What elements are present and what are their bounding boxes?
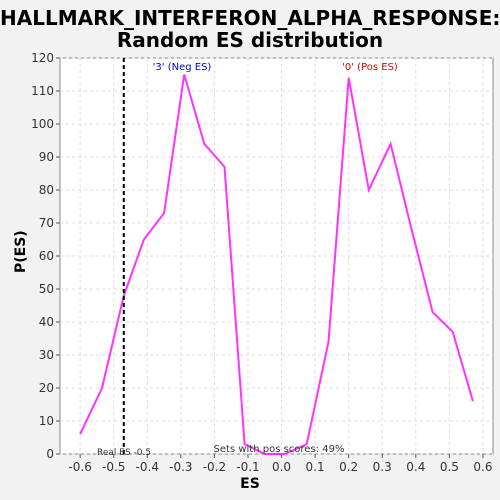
y-tick-label: 20 xyxy=(39,381,54,395)
y-tick-label: 70 xyxy=(39,216,54,230)
y-axis: 0 10 20 30 40 50 60 70 80 90 100 110 120 xyxy=(31,51,60,461)
x-tick-label: -0.5 xyxy=(102,460,125,474)
x-tick-label: 0.1 xyxy=(306,460,325,474)
y-tick-label: 100 xyxy=(31,117,54,131)
y-tick-label: 40 xyxy=(39,315,54,329)
y-tick-label: 50 xyxy=(39,282,54,296)
y-tick-label: 80 xyxy=(39,183,54,197)
series-layer xyxy=(79,74,474,455)
pos-scores-label: Sets with pos scores: 49% xyxy=(214,444,345,455)
pos-es-label: '0' (Pos ES) xyxy=(342,62,398,73)
chart-title-line1: HALLMARK_INTERFERON_ALPHA_RESPONSE: xyxy=(0,6,500,30)
x-tick-label: 0.6 xyxy=(473,460,492,474)
x-tick-label: -0.1 xyxy=(236,460,259,474)
x-axis-label: ES xyxy=(240,476,260,492)
y-axis-label: P(ES) xyxy=(13,230,29,273)
y-tick-label: 110 xyxy=(31,84,54,98)
neg-es-label: '3' (Neg ES) xyxy=(153,62,212,73)
x-tick-label: 0.0 xyxy=(272,460,291,474)
grid xyxy=(60,57,493,455)
x-axis: -0.6 -0.5 -0.4 -0.3 -0.2 -0.1 0.0 0.1 0.2 0.3 0.4 0… xyxy=(68,454,492,474)
y-tick-label: 90 xyxy=(39,150,54,164)
x-tick-label: -0.2 xyxy=(203,460,226,474)
chart-title-line2: Random ES distribution xyxy=(116,28,384,52)
x-tick-label: 0.5 xyxy=(440,460,459,474)
real-es-label: Real ES -0.5 xyxy=(97,448,151,458)
x-tick-label: 0.4 xyxy=(406,460,425,474)
y-tick-label: 60 xyxy=(39,249,54,263)
x-tick-label: -0.6 xyxy=(68,460,91,474)
y-tick-label: 120 xyxy=(31,51,54,65)
y-tick-label: 10 xyxy=(39,414,54,428)
series-line xyxy=(79,74,474,455)
x-tick-label: 0.2 xyxy=(339,460,358,474)
x-tick-label: 0.3 xyxy=(373,460,392,474)
x-tick-label: -0.3 xyxy=(169,460,192,474)
y-tick-label: 30 xyxy=(39,348,54,362)
x-tick-label: -0.4 xyxy=(136,460,159,474)
annotations: '3' (Neg ES) '0' (Pos ES) Real ES -0.5 Sets… xyxy=(97,58,398,458)
y-tick-label: 0 xyxy=(46,447,54,461)
